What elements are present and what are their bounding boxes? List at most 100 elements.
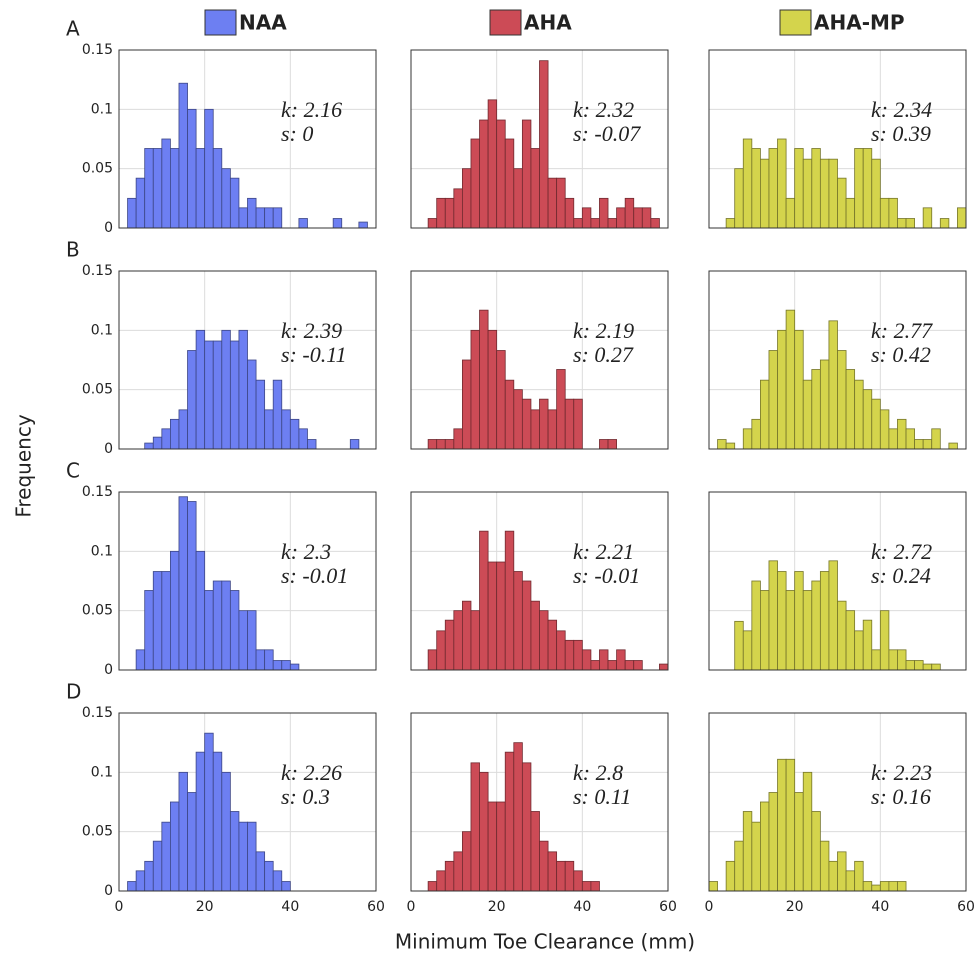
histogram-bar <box>871 158 881 229</box>
histogram-bar <box>427 649 438 671</box>
histogram-bar <box>556 860 566 892</box>
histogram-bar <box>204 590 214 671</box>
annotation: s: 0.16 <box>871 784 931 809</box>
annotation: s: 0 <box>281 121 313 146</box>
histogram-bar <box>255 207 266 229</box>
histogram-bar <box>453 188 463 229</box>
histogram-bar <box>169 801 180 892</box>
histogram-bar <box>607 660 617 671</box>
histogram-bar <box>931 663 941 671</box>
histogram-bar <box>212 340 223 450</box>
histogram-bar <box>581 649 592 671</box>
histogram-bar <box>444 197 455 229</box>
axes-frame <box>708 49 967 229</box>
histogram-bar <box>862 148 873 229</box>
histogram-bar <box>547 409 558 450</box>
histogram-bar <box>169 148 180 229</box>
y-axis-label: Frequency <box>12 414 36 517</box>
y-tick-label: 0.05 <box>82 603 113 619</box>
histogram-bar <box>349 439 360 450</box>
histogram-bar <box>144 590 154 671</box>
histogram-bar <box>897 881 907 892</box>
histogram-bar <box>272 870 283 892</box>
histogram-bar <box>307 439 317 450</box>
histogram-bar <box>521 119 532 229</box>
histogram-bar <box>777 329 787 450</box>
histogram-bar <box>914 439 924 450</box>
histogram-bar <box>819 840 830 892</box>
histogram-bar <box>905 660 915 671</box>
histogram-bar <box>221 771 231 892</box>
histogram-bar <box>238 207 248 229</box>
histogram-bar <box>229 811 240 892</box>
histogram-bar <box>760 379 770 450</box>
histogram-bar <box>272 660 283 671</box>
histogram-bar <box>161 821 171 892</box>
y-tick-label: 0.15 <box>82 263 113 279</box>
histogram-bar <box>897 218 907 229</box>
histogram-bar <box>470 138 480 229</box>
axes-frame <box>118 49 377 229</box>
histogram-bar <box>229 340 240 450</box>
histogram-bar <box>888 649 898 671</box>
histogram-bar <box>837 177 847 229</box>
axes-frame <box>118 270 377 450</box>
histogram-bar <box>169 418 180 450</box>
histogram-bar <box>573 398 583 450</box>
histogram-bar <box>794 571 804 671</box>
annotation: s: -0.07 <box>573 121 641 146</box>
axes-frame <box>118 712 377 892</box>
histogram-bar <box>144 442 154 450</box>
histogram-bar <box>513 742 523 892</box>
histogram-bar <box>802 771 813 892</box>
histogram-bar <box>487 99 498 229</box>
histogram-bar <box>725 218 736 229</box>
histogram-bar <box>504 379 515 450</box>
histogram-bar <box>178 771 188 892</box>
histogram-bar <box>453 610 463 671</box>
histogram-bar <box>616 649 626 671</box>
legend-label: NAA <box>239 11 287 35</box>
histogram-bar <box>530 600 540 671</box>
histogram-bar <box>751 580 761 671</box>
row-label: B <box>66 238 80 262</box>
histogram-bar <box>461 831 472 892</box>
histogram-bar <box>521 580 532 671</box>
histogram-bar <box>195 148 206 229</box>
histogram-bar <box>751 418 761 450</box>
histogram-bar <box>436 630 446 671</box>
histogram-bar <box>152 840 163 892</box>
x-tick-label: 40 <box>871 899 889 915</box>
annotation: k: 2.8 <box>573 760 623 785</box>
histogram-bar <box>905 218 915 229</box>
annotation: k: 2.34 <box>871 97 932 122</box>
histogram-bar <box>888 428 898 450</box>
histogram-bar <box>444 619 455 671</box>
histogram-bar <box>195 550 206 671</box>
histogram-bar <box>811 148 821 229</box>
histogram-bar <box>247 359 257 450</box>
histogram-bar <box>785 590 796 671</box>
axes-frame <box>708 270 967 450</box>
y-tick-label: 0.05 <box>82 382 113 398</box>
histogram-bar <box>845 197 856 229</box>
histogram-bar <box>547 619 558 671</box>
x-tick-label: 60 <box>367 899 385 915</box>
histogram-bar <box>461 359 472 450</box>
histogram-bar <box>556 177 566 229</box>
histogram-bar <box>871 884 881 892</box>
histogram-bar <box>599 197 609 229</box>
x-tick-label: 20 <box>196 899 214 915</box>
histogram-bar <box>914 660 924 671</box>
histogram-bar <box>819 571 830 671</box>
histogram-bar <box>879 409 890 450</box>
histogram-bar <box>633 660 643 671</box>
histogram-bar <box>725 442 736 450</box>
histogram-bar <box>247 197 257 229</box>
histogram-bar <box>556 630 566 671</box>
histogram-bar <box>247 821 257 892</box>
histogram-bar <box>470 610 480 671</box>
histogram-bar <box>427 439 438 450</box>
annotation: k: 2.3 <box>281 539 331 564</box>
histogram-bar <box>811 580 821 671</box>
